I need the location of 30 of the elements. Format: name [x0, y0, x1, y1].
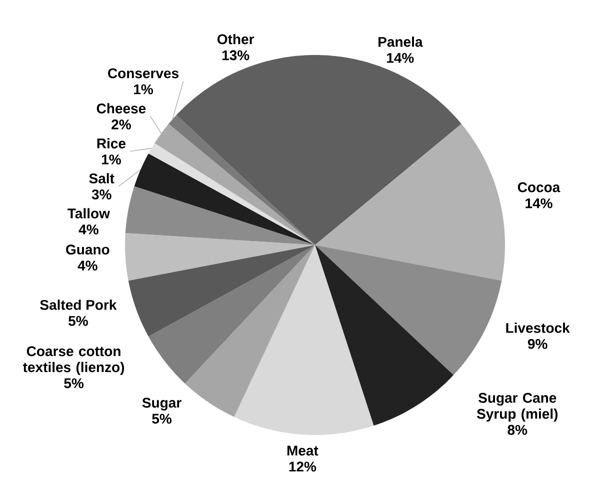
slice-label: Rice	[97, 138, 126, 148]
data-label: 5%	[152, 414, 172, 424]
slice-label: Salt	[89, 173, 114, 184]
data-label: 8%	[508, 424, 528, 435]
slice-label: Meat	[287, 446, 318, 456]
data-label: 3%	[92, 189, 112, 200]
slice-label: Sugar	[142, 398, 182, 411]
slice-label: Livestock	[506, 322, 570, 333]
data-label: 4%	[78, 224, 98, 234]
data-label: 2%	[112, 120, 131, 130]
slice-label: Coarse cotton textiles (lienzo)	[23, 346, 124, 375]
slice-label: Cocoa	[518, 182, 560, 192]
slice-label: Guano	[66, 244, 110, 255]
slice-label: Cheese	[96, 103, 146, 114]
slice-label: Sugar Cane Syrup (miel)	[476, 392, 558, 422]
slice-label: Conserves	[108, 68, 178, 78]
data-label: 14%	[387, 52, 414, 63]
data-label: 4%	[78, 260, 98, 270]
data-label: 1%	[134, 84, 154, 94]
data-label: 14%	[526, 198, 552, 208]
data-label: 9%	[528, 339, 548, 349]
data-label: 1%	[102, 154, 121, 164]
data-label: 5%	[64, 378, 84, 388]
data-label: 13%	[222, 50, 250, 60]
data-label: 12%	[289, 462, 316, 472]
slice-label: Other	[217, 34, 254, 44]
slice-label: Panela	[378, 36, 423, 47]
data-label: 5%	[68, 316, 88, 326]
slice-label: Tallow	[68, 208, 110, 218]
slice-label: Salted Pork	[40, 300, 117, 310]
